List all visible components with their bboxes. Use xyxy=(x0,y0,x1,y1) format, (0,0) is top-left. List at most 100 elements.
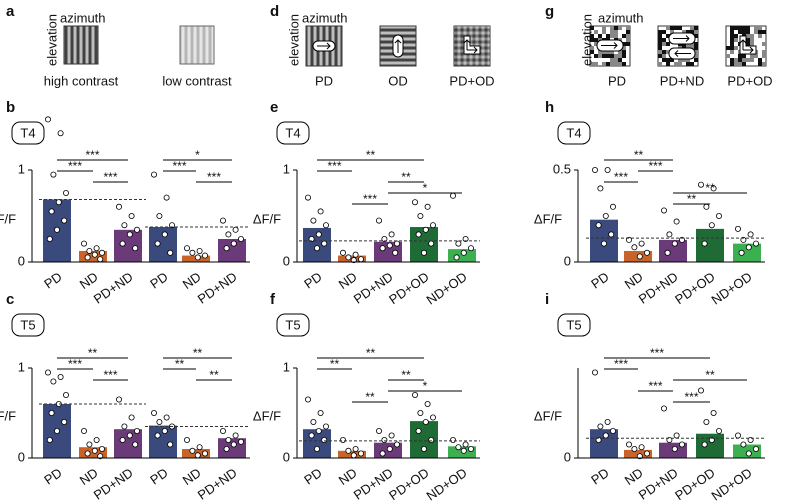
x-tick-label: ND xyxy=(622,465,646,488)
sig-label: *** xyxy=(85,148,99,162)
stim-label: PD xyxy=(315,73,333,88)
data-point xyxy=(597,185,604,192)
data-point xyxy=(610,427,617,434)
data-point xyxy=(57,130,64,137)
data-point xyxy=(352,445,359,452)
arrow xyxy=(739,39,754,54)
data-point xyxy=(313,245,320,252)
noise-pixel xyxy=(674,26,678,30)
data-point xyxy=(126,231,133,238)
data-point xyxy=(321,240,328,247)
noise-pixel xyxy=(694,30,698,34)
noise-pixel xyxy=(758,26,762,30)
sig-label: *** xyxy=(648,159,662,173)
sig-label: ** xyxy=(401,368,411,382)
data-point xyxy=(602,432,609,439)
data-point xyxy=(602,212,609,219)
data-point xyxy=(99,445,106,452)
axis-label: azimuth xyxy=(60,10,106,25)
data-point xyxy=(183,245,190,252)
noise-pixel xyxy=(666,58,670,62)
noise-pixel xyxy=(662,58,666,62)
data-point xyxy=(196,247,203,254)
data-point xyxy=(128,414,135,421)
noise-pixel xyxy=(590,62,594,66)
data-point xyxy=(462,441,469,448)
noise-pixel xyxy=(730,30,734,34)
panel-label: b xyxy=(6,99,15,116)
noise-pixel xyxy=(626,26,630,30)
data-point xyxy=(462,235,469,242)
noise-pixel xyxy=(730,50,734,54)
data-point xyxy=(128,212,135,219)
noise-pixel xyxy=(750,34,754,38)
tag-box xyxy=(557,313,591,337)
data-point xyxy=(738,249,745,256)
y-tick-label: 1 xyxy=(18,359,25,374)
tag: T4 xyxy=(285,125,300,140)
data-point xyxy=(753,240,760,247)
noise-pixel xyxy=(694,42,698,46)
data-point xyxy=(55,199,62,206)
y-tick-label: 0 xyxy=(283,449,290,464)
noise-pixel xyxy=(742,54,746,58)
data-point xyxy=(156,212,163,219)
noise-pixel xyxy=(610,30,614,34)
data-point xyxy=(422,418,429,425)
data-point xyxy=(592,369,599,376)
arrow xyxy=(673,35,690,42)
noise-pixel xyxy=(738,54,742,58)
data-point xyxy=(45,369,52,376)
data-point xyxy=(661,207,668,214)
noise-pixel xyxy=(594,30,598,34)
noise-pixel xyxy=(670,30,674,34)
data-point xyxy=(313,445,320,452)
bar xyxy=(303,429,331,458)
data-point xyxy=(379,450,386,457)
data-point xyxy=(716,212,723,219)
data-point xyxy=(644,450,651,457)
noise-pixel xyxy=(694,34,698,38)
sig-label: ** xyxy=(365,390,375,404)
y-axis-label: ΔF/F xyxy=(534,211,562,226)
noise-pixel xyxy=(730,34,734,38)
sig-label: ** xyxy=(175,357,185,371)
noise-pixel xyxy=(602,62,606,66)
data-point xyxy=(317,409,324,416)
noise-pixel xyxy=(614,62,618,66)
stim-label: PD xyxy=(608,73,626,88)
data-point xyxy=(86,441,93,448)
noise-pixel xyxy=(610,34,614,38)
data-point xyxy=(673,432,680,439)
data-point xyxy=(592,166,599,173)
y-axis-label: ΔF/F xyxy=(253,211,281,226)
tag-box xyxy=(11,121,45,145)
data-point xyxy=(597,423,604,430)
noise-pixel xyxy=(762,62,766,66)
data-point xyxy=(322,423,329,430)
x-tick-label: PD xyxy=(588,269,611,292)
data-point xyxy=(304,194,311,201)
data-point xyxy=(671,240,678,247)
data-point xyxy=(230,441,237,448)
data-point xyxy=(121,423,128,430)
data-point xyxy=(119,240,126,247)
noise-pixel xyxy=(686,30,690,34)
data-point xyxy=(99,249,106,256)
noise-pixel xyxy=(606,54,610,58)
sig-label: ** xyxy=(687,192,697,206)
noise-pixel xyxy=(666,42,670,46)
data-point xyxy=(610,203,617,210)
data-point xyxy=(310,217,317,224)
noise-pixel xyxy=(694,26,698,30)
noise-pixel xyxy=(694,46,698,50)
tag-box xyxy=(276,313,310,337)
data-point xyxy=(91,251,98,258)
arrow xyxy=(317,42,331,50)
data-point xyxy=(50,378,57,385)
noise-pixel xyxy=(610,50,614,54)
data-point xyxy=(352,251,359,258)
sig-label: ** xyxy=(401,170,411,184)
data-point xyxy=(449,436,456,443)
panel-label: f xyxy=(270,291,276,308)
